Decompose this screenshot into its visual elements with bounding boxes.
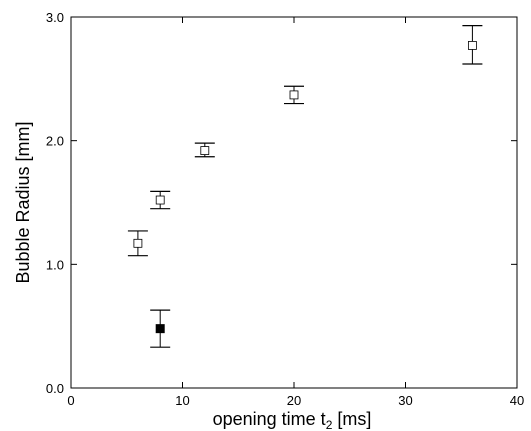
error-bar: [194, 142, 215, 158]
data-point-filled: [155, 324, 165, 334]
data-marks: [127, 25, 483, 348]
x-tick-label: 0: [67, 393, 74, 408]
data-point-open: [467, 41, 477, 50]
plot-frame: [70, 16, 518, 389]
x-axis-label-unit: [ms]: [332, 409, 371, 429]
y-axis-label: Bubble Radius [mm]: [13, 121, 33, 283]
error-bar: [127, 230, 148, 257]
y-axis-ticks: 0.0 1.0 2.0 3.0: [46, 10, 517, 396]
y-tick-label: 0.0: [46, 381, 64, 396]
error-bar: [284, 85, 304, 105]
x-axis-ticks: 0 10 20 30 40: [67, 17, 524, 408]
error-bar: [150, 190, 171, 210]
x-tick-label: 30: [398, 393, 412, 408]
data-point-open: [155, 195, 165, 205]
x-tick-label: 10: [175, 393, 189, 408]
data-point-open: [133, 238, 143, 248]
y-tick-label: 1.0: [46, 257, 64, 272]
error-bar: [462, 25, 483, 65]
y-tick-label: 2.0: [46, 134, 64, 149]
error-bar: [150, 309, 171, 348]
y-tick-label: 3.0: [46, 10, 64, 25]
x-axis-label: opening time t2 [ms]: [213, 409, 372, 431]
data-point-open: [289, 90, 299, 100]
data-point-open: [200, 146, 210, 155]
x-tick-label: 40: [510, 393, 524, 408]
x-axis-label-subscript: 2: [326, 418, 333, 431]
x-tick-label: 20: [287, 393, 301, 408]
x-axis-label-main: opening time t: [213, 409, 326, 429]
